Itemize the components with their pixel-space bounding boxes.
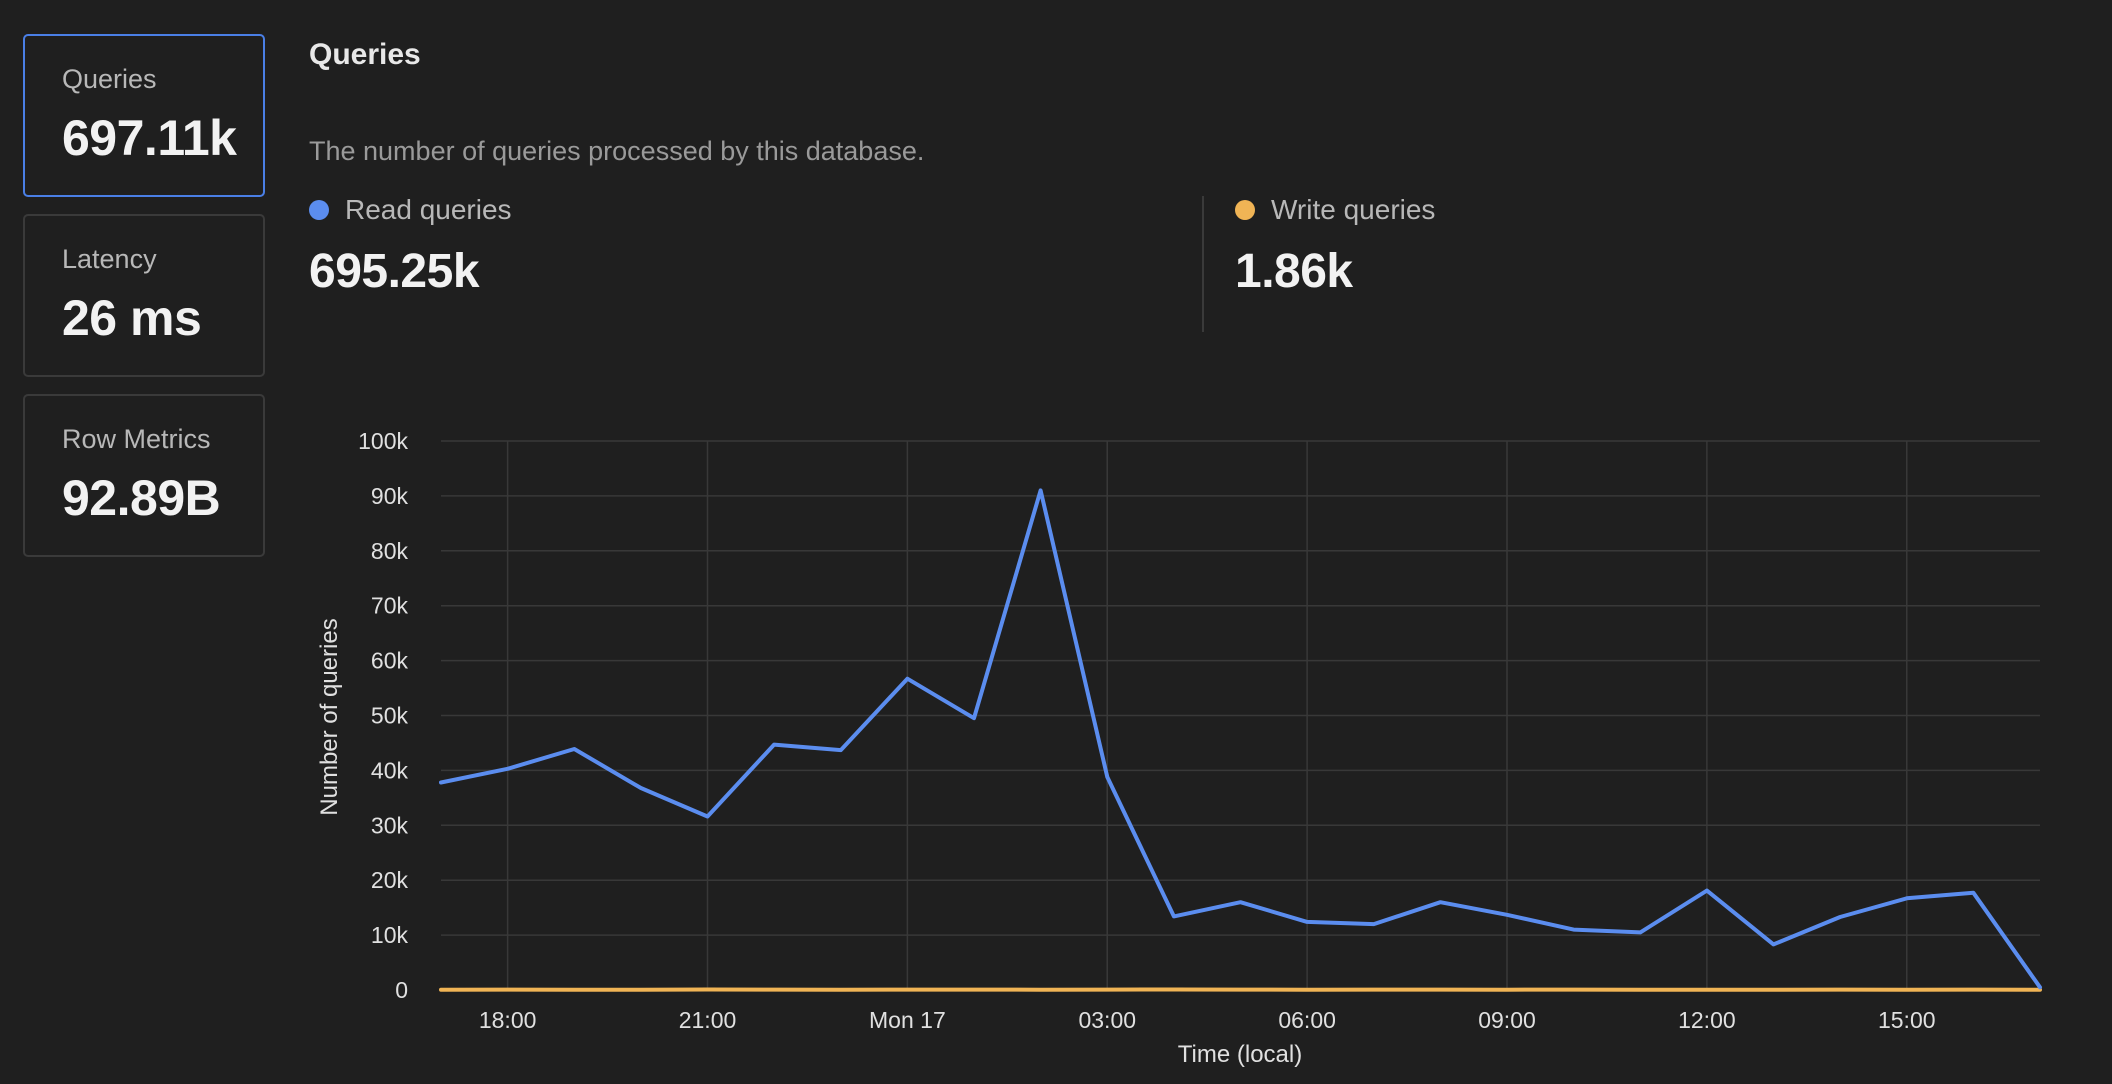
metric-label: Queries <box>62 64 157 94</box>
summary-divider <box>1202 196 1204 332</box>
y-tick-label: 40k <box>371 757 409 783</box>
x-tick-label: 21:00 <box>679 1007 737 1033</box>
x-tick-label: 12:00 <box>1678 1007 1736 1033</box>
y-tick-label: 20k <box>371 867 409 893</box>
read-queries-summary: Read queries 695.25k <box>309 196 512 296</box>
panel-description: The number of queries processed by this … <box>309 136 925 166</box>
x-tick-label: 03:00 <box>1078 1007 1136 1033</box>
metric-value: 697.11k <box>62 110 237 166</box>
read-queries-value: 695.25k <box>309 245 480 298</box>
write-queries-summary: Write queries 1.86k <box>1235 196 1435 296</box>
y-tick-label: 90k <box>371 483 409 509</box>
y-tick-label: 80k <box>371 538 409 564</box>
y-tick-label: 70k <box>371 593 409 619</box>
y-axis-label: Number of queries <box>316 618 343 815</box>
read-queries-label: Read queries <box>345 194 512 225</box>
metrics-sidebar: Queries 697.11k Latency 26 ms Row Metric… <box>23 34 265 574</box>
metric-label: Latency <box>62 244 157 274</box>
metric-label: Row Metrics <box>62 424 211 454</box>
metric-value: 92.89B <box>62 470 221 526</box>
panel-title: Queries <box>309 38 421 71</box>
y-tick-label: 10k <box>371 922 409 948</box>
write-queries-label: Write queries <box>1271 194 1436 225</box>
x-tick-label: 15:00 <box>1878 1007 1936 1033</box>
read-legend-dot-icon <box>309 200 329 220</box>
y-tick-label: 30k <box>371 812 409 838</box>
write-queries-value: 1.86k <box>1235 245 1353 298</box>
write-legend-dot-icon <box>1235 200 1255 220</box>
metric-value: 26 ms <box>62 290 202 346</box>
chart-grid <box>441 440 2040 991</box>
y-tick-label: 0 <box>395 977 408 1003</box>
y-tick-label: 100k <box>358 428 408 454</box>
x-axis-label: Time (local) <box>1178 1041 1302 1068</box>
metric-card-latency[interactable]: Latency 26 ms <box>23 214 265 377</box>
y-axis-ticks: 0 10k 20k 30k 40k 50k 60k 70k 80k 90k 100k <box>358 428 408 1003</box>
metric-card-row-metrics[interactable]: Row Metrics 92.89B <box>23 394 265 557</box>
x-tick-label: 09:00 <box>1478 1007 1536 1033</box>
y-tick-label: 50k <box>371 703 409 729</box>
x-axis-ticks: 18:00 21:00 Mon 17 03:00 06:00 09:00 12:00 15:0… <box>479 1007 1936 1033</box>
x-tick-label: Mon 17 <box>869 1007 946 1033</box>
x-tick-label: 06:00 <box>1278 1007 1336 1033</box>
x-tick-label: 18:00 <box>479 1007 537 1033</box>
y-tick-label: 60k <box>371 648 409 674</box>
series-line-read-queries <box>439 488 2042 990</box>
chart-series <box>439 488 2042 992</box>
metric-card-queries[interactable]: Queries 697.11k <box>23 34 265 197</box>
